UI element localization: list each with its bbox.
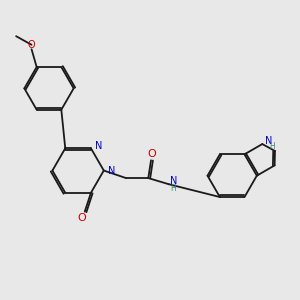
Text: H: H bbox=[270, 142, 275, 151]
Text: O: O bbox=[27, 40, 35, 50]
Text: O: O bbox=[147, 149, 156, 159]
Text: N: N bbox=[108, 166, 115, 176]
Text: O: O bbox=[78, 213, 86, 223]
Text: N: N bbox=[265, 136, 272, 146]
Text: N: N bbox=[95, 141, 102, 151]
Text: H: H bbox=[170, 184, 176, 193]
Text: N: N bbox=[169, 176, 177, 186]
